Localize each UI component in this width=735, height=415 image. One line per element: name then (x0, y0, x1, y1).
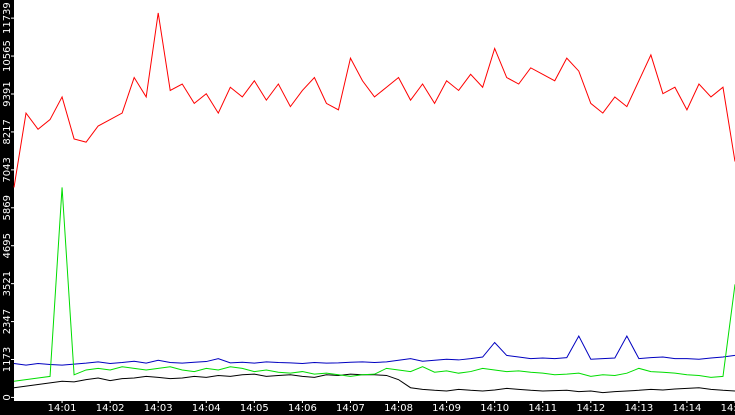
series-line (13, 373, 735, 394)
x-tick-label: 14:12 (576, 403, 605, 414)
y-axis-strip (0, 0, 14, 415)
y-tick-label: 5869 (2, 195, 13, 220)
x-tick-label: 14:09 (432, 403, 461, 414)
x-tick-label: 14:07 (336, 403, 365, 414)
y-tick-label: 1173 (2, 347, 13, 372)
x-tick-label: 14:11 (528, 403, 557, 414)
x-tick-label: 14:01 (48, 403, 77, 414)
x-tick-label: 14:04 (192, 403, 221, 414)
x-tick-label: 14:14 (673, 403, 702, 414)
series-line (13, 187, 735, 382)
y-tick-label: 11739 (2, 2, 13, 34)
y-tick-label: 9391 (2, 81, 13, 106)
y-tick-label: 0 (2, 394, 13, 400)
y-tick-label: 4695 (2, 233, 13, 258)
x-tick-label: 14:15 (721, 403, 735, 414)
y-tick-label: 3521 (2, 271, 13, 296)
x-tick-label: 14:02 (96, 403, 125, 414)
x-tick-label: 14:06 (288, 403, 317, 414)
y-tick-label: 8217 (2, 119, 13, 144)
x-tick-label: 14:08 (384, 403, 413, 414)
x-tick-label: 14:10 (480, 403, 509, 414)
series-line (13, 334, 735, 366)
x-axis-strip (0, 401, 735, 415)
x-tick-label: 14:03 (144, 403, 173, 414)
y-tick-label: 7043 (2, 157, 13, 182)
x-tick-label: 14:13 (624, 403, 653, 414)
x-tick-label: 14:05 (240, 403, 269, 414)
y-tick-label: 10565 (2, 40, 13, 72)
series-line (13, 12, 735, 188)
y-tick-label: 2347 (2, 309, 13, 334)
